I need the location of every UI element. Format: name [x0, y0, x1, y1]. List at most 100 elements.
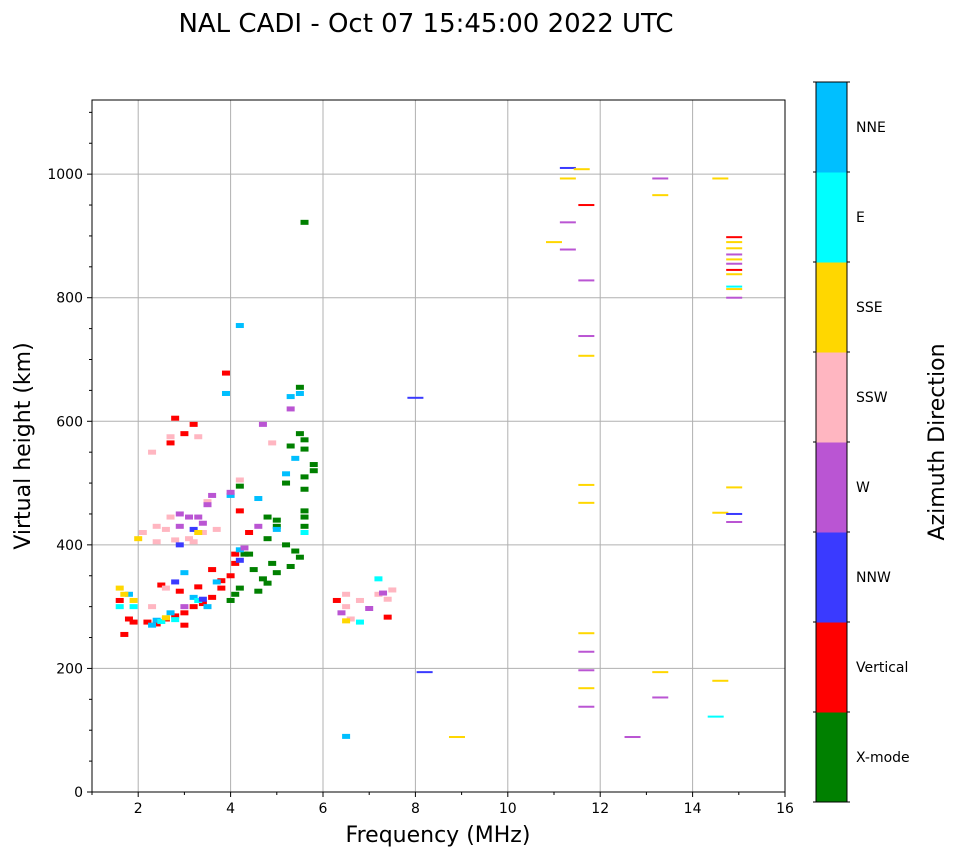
data-point-sse	[726, 273, 743, 276]
x-tick-label: 6	[319, 801, 328, 817]
data-point-nne	[152, 617, 161, 623]
data-point-nne	[203, 604, 212, 610]
data-point-vertical	[171, 613, 180, 619]
y-tick-label: 800	[56, 291, 83, 307]
data-point-e	[707, 715, 724, 718]
data-point-x-mode	[300, 446, 309, 452]
colorbar-label-nnw: NNW	[856, 570, 891, 586]
data-point-sse	[161, 615, 170, 621]
colorbar-swatch-x-mode	[816, 712, 847, 803]
data-point-x-mode	[258, 576, 267, 582]
data-point-ssw	[152, 539, 161, 545]
chart-title: NAL CADI - Oct 07 15:45:00 2022 UTC	[178, 9, 673, 39]
data-point-w	[578, 335, 595, 338]
data-point-vertical	[231, 560, 240, 566]
data-point-x-mode	[300, 486, 309, 492]
data-point-ssw	[346, 616, 355, 622]
data-point-nnw	[407, 396, 424, 399]
data-point-ssw	[268, 440, 277, 446]
data-point-vertical	[175, 588, 184, 594]
data-point-vertical	[226, 573, 235, 579]
data-point-w	[208, 492, 217, 498]
data-point-x-mode	[226, 597, 235, 603]
data-point-x-mode	[272, 517, 281, 523]
data-point-x-mode	[300, 508, 309, 514]
data-point-ssw	[161, 585, 170, 591]
data-point-x-mode	[309, 468, 318, 474]
data-point-x-mode	[295, 431, 304, 437]
colorbar-label: Azimuth Direction	[925, 343, 950, 540]
data-point-vertical	[217, 578, 226, 584]
data-point-sse	[726, 486, 743, 489]
data-point-nne	[272, 526, 281, 532]
colorbar-swatch-nnw	[816, 532, 847, 623]
data-point-nnw	[189, 526, 198, 532]
data-point-w	[578, 279, 595, 282]
data-point-vertical	[221, 370, 230, 376]
x-tick-label: 14	[684, 801, 702, 817]
data-point-e	[115, 604, 124, 610]
x-tick-label: 2	[134, 801, 143, 817]
data-point-w	[175, 511, 184, 517]
data-point-ssw	[148, 449, 157, 455]
x-tick-label: 8	[411, 801, 420, 817]
data-point-vertical	[189, 604, 198, 610]
data-point-x-mode	[300, 437, 309, 443]
colorbar-swatch-nne	[816, 82, 847, 173]
data-point-vertical	[235, 508, 244, 514]
data-point-x-mode	[231, 591, 240, 597]
data-point-ssw	[203, 499, 212, 505]
data-point-x-mode	[300, 219, 309, 225]
data-point-sse	[448, 736, 465, 739]
data-point-x-mode	[282, 480, 291, 486]
colorbar-swatch-sse	[816, 262, 847, 353]
data-point-vertical	[198, 601, 207, 607]
data-point-w	[337, 610, 346, 616]
data-point-x-mode	[272, 523, 281, 529]
data-point-w	[726, 520, 743, 523]
data-point-w	[226, 489, 235, 495]
data-point-e	[355, 619, 364, 625]
data-point-vertical	[726, 268, 743, 271]
y-tick-label: 200	[56, 661, 83, 677]
data-point-vertical	[194, 584, 203, 590]
data-point-e	[129, 604, 138, 610]
data-point-vertical	[171, 415, 180, 421]
data-point-sse	[578, 501, 595, 504]
data-point-vertical	[180, 431, 189, 437]
data-point-nne	[221, 390, 230, 396]
data-point-vertical	[245, 530, 254, 535]
data-point-x-mode	[249, 567, 258, 573]
x-tick-label: 12	[591, 801, 609, 817]
data-point-vertical	[208, 567, 217, 573]
data-point-e	[194, 597, 203, 603]
data-point-e	[157, 618, 166, 624]
y-tick-label: 1000	[47, 167, 83, 183]
data-point-sse	[712, 177, 729, 180]
data-point-w	[203, 502, 212, 508]
data-point-ssw	[355, 597, 364, 603]
data-point-w	[726, 262, 743, 265]
data-point-vertical	[231, 551, 240, 557]
data-point-nne	[189, 594, 198, 600]
data-point-vertical	[157, 582, 166, 588]
data-point-x-mode	[286, 563, 295, 569]
data-point-x-mode	[286, 443, 295, 449]
data-point-ssw	[161, 526, 170, 532]
data-point-ssw	[383, 596, 392, 602]
data-point-vertical	[115, 597, 124, 603]
data-point-ssw	[374, 591, 383, 597]
data-point-w	[652, 696, 669, 699]
data-point-nne	[286, 394, 295, 400]
data-point-nnw	[726, 512, 743, 515]
data-point-ssw	[212, 526, 221, 532]
data-point-e	[374, 576, 383, 582]
data-point-sse	[546, 241, 562, 244]
colorbar-swatch-ssw	[816, 352, 847, 443]
data-point-nne	[291, 455, 300, 461]
data-point-sse	[712, 511, 729, 514]
y-tick-label: 400	[56, 538, 83, 554]
data-point-x-mode	[291, 548, 300, 554]
data-point-nne	[295, 390, 304, 396]
data-point-sse	[652, 671, 669, 674]
